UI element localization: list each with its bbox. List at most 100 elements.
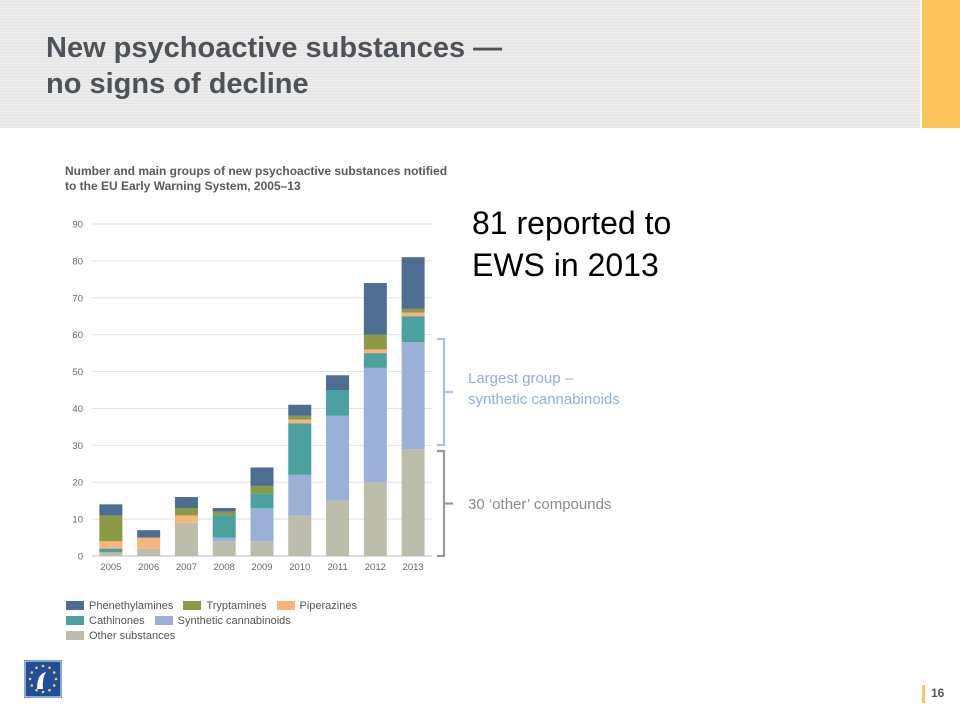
legend-item: Tryptamines bbox=[183, 599, 267, 612]
legend-label: Other substances bbox=[89, 629, 176, 642]
bar-segment bbox=[174, 508, 198, 516]
legend-label: Synthetic cannabinoids bbox=[177, 614, 291, 627]
bar-segment bbox=[137, 537, 161, 549]
bar-segment bbox=[326, 390, 350, 416]
bar-segment bbox=[250, 541, 274, 556]
legend-item: Piperazines bbox=[276, 599, 357, 612]
bracket-synthetic-cannabinoids bbox=[437, 337, 453, 447]
bar-segment bbox=[363, 283, 387, 335]
bar-segment bbox=[401, 257, 425, 309]
chart-legend: Phenethylamines Tryptamines Piperazines Cat… bbox=[66, 598, 367, 643]
legend-item: Synthetic cannabinoids bbox=[154, 614, 291, 627]
bar-segment bbox=[363, 482, 387, 556]
bar-segment bbox=[137, 530, 161, 538]
legend-label: Tryptamines bbox=[206, 599, 267, 612]
bar-segment bbox=[326, 415, 350, 501]
x-tick-label: 2006 bbox=[138, 562, 159, 573]
legend-row: Phenethylamines Tryptamines Piperazines bbox=[66, 598, 367, 613]
bar-segment bbox=[99, 515, 123, 542]
bar-segment bbox=[212, 511, 236, 516]
bar-segment bbox=[137, 548, 161, 556]
bar-segment bbox=[212, 537, 236, 542]
callout-largest-line-2: synthetic cannabinoids bbox=[468, 391, 620, 408]
bar-segment bbox=[288, 415, 312, 420]
callout-total-2013: 81 reported to EWS in 2013 bbox=[472, 202, 671, 286]
bar-segment bbox=[326, 500, 350, 556]
bar-segment bbox=[288, 474, 312, 516]
bar-segment bbox=[363, 367, 387, 483]
bracket-other-compounds bbox=[437, 449, 453, 558]
bar-segment bbox=[288, 515, 312, 556]
y-tick-label: 20 bbox=[72, 478, 83, 489]
header-band bbox=[0, 0, 920, 128]
x-tick-label: 2005 bbox=[100, 562, 121, 573]
legend-item: Phenethylamines bbox=[66, 600, 173, 612]
bar-segment bbox=[401, 449, 425, 556]
bar-segment bbox=[250, 493, 274, 509]
bar-segment bbox=[174, 496, 198, 509]
x-tick-label: 2008 bbox=[214, 562, 235, 573]
bar-segment bbox=[288, 423, 312, 475]
page-number-bar bbox=[922, 685, 925, 703]
bar-segment bbox=[363, 349, 387, 354]
legend-swatch bbox=[154, 616, 173, 625]
callout-largest-group: Largest group – synthetic cannabinoids bbox=[468, 368, 620, 410]
bar-segment bbox=[250, 485, 274, 494]
y-tick-label: 10 bbox=[72, 515, 83, 526]
legend-swatch bbox=[66, 631, 84, 640]
legend-swatch bbox=[183, 601, 202, 610]
bar-segment bbox=[212, 508, 236, 512]
bar-segment bbox=[363, 334, 387, 350]
bar-segment bbox=[99, 504, 123, 516]
x-tick-label: 2010 bbox=[289, 562, 310, 573]
legend-row: Cathinones Synthetic cannabinoids bbox=[66, 613, 367, 628]
y-tick-label: 40 bbox=[72, 404, 83, 415]
bar-segment bbox=[174, 515, 198, 523]
y-tick-label: 50 bbox=[72, 367, 83, 378]
callout-largest-line-1: Largest group – bbox=[468, 370, 574, 387]
header-accent-bar bbox=[922, 0, 960, 128]
y-tick-label: 30 bbox=[72, 441, 83, 452]
callout-total-line-1: 81 reported to bbox=[472, 205, 672, 241]
y-tick-label: 80 bbox=[72, 256, 83, 267]
bar-segment bbox=[99, 552, 123, 556]
bar-segment bbox=[401, 312, 425, 317]
y-tick-label: 0 bbox=[78, 552, 83, 563]
page-number: 16 bbox=[931, 686, 945, 700]
y-tick-label: 90 bbox=[72, 220, 83, 231]
x-tick-label: 2011 bbox=[327, 562, 347, 573]
bar-segment bbox=[99, 548, 123, 553]
x-tick-label: 2012 bbox=[365, 562, 386, 573]
callout-total-line-2: EWS in 2013 bbox=[472, 247, 659, 283]
slide-title: New psychoactive substances — no signs o… bbox=[46, 30, 502, 102]
bar-segment bbox=[401, 316, 425, 343]
bar-segment bbox=[174, 522, 198, 556]
x-tick-label: 2007 bbox=[176, 562, 197, 573]
legend-label: Cathinones bbox=[89, 614, 145, 627]
bar-segment bbox=[212, 515, 236, 538]
bar-segment bbox=[363, 353, 387, 368]
bar-segment bbox=[288, 419, 312, 424]
y-tick-label: 70 bbox=[72, 293, 83, 304]
chart-title-line-2: to the EU Early Warning System, 2005–13 bbox=[65, 179, 301, 193]
legend-label: Phenethylamines bbox=[89, 599, 174, 612]
legend-item: Other substances bbox=[66, 630, 175, 642]
legend-item: Cathinones bbox=[66, 615, 145, 627]
legend-swatch bbox=[66, 616, 84, 625]
x-tick-label: 2013 bbox=[403, 562, 424, 573]
bar-segment bbox=[326, 375, 350, 390]
y-tick-label: 60 bbox=[72, 330, 83, 341]
legend-swatch bbox=[66, 601, 84, 610]
slide-title-line-2: no signs of decline bbox=[46, 68, 309, 100]
legend-label: Piperazines bbox=[299, 599, 357, 612]
bar-segment bbox=[288, 404, 312, 416]
legend-swatch bbox=[276, 601, 295, 610]
bar-segment bbox=[99, 541, 123, 549]
chart-title-line-1: Number and main groups of new psychoacti… bbox=[65, 164, 448, 178]
slide-title-line-1: New psychoactive substances — bbox=[46, 32, 503, 64]
chart-title: Number and main groups of new psychoacti… bbox=[65, 164, 465, 194]
bar-segment bbox=[401, 308, 425, 313]
bar-segment bbox=[250, 508, 274, 542]
bar-segment bbox=[401, 342, 425, 450]
